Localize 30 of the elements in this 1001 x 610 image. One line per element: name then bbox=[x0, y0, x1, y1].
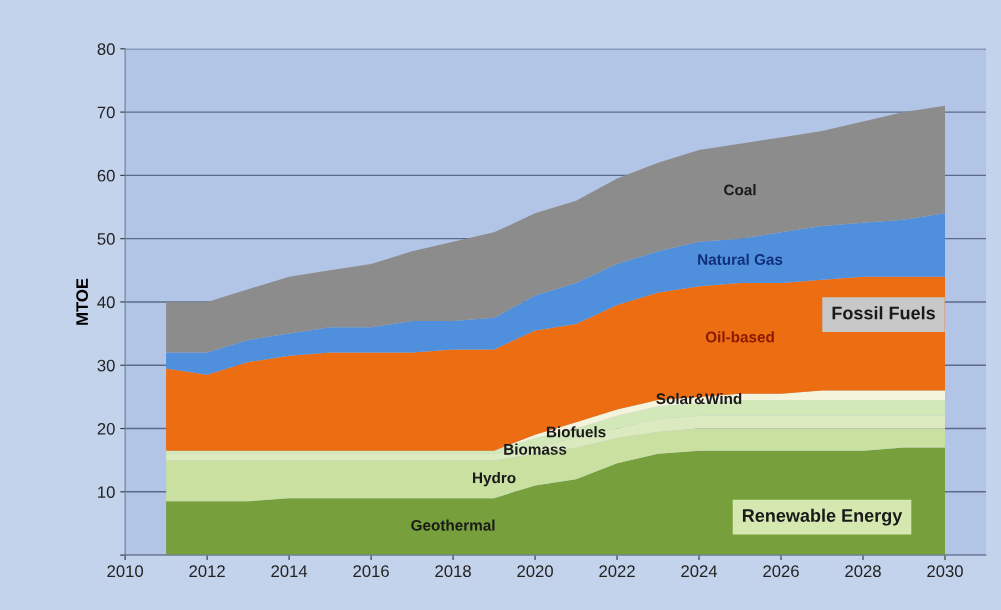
x-tick-label: 2016 bbox=[353, 565, 389, 578]
y-tick-label: 10 bbox=[98, 486, 115, 499]
series-label: Oil-based bbox=[705, 331, 774, 343]
series-label: Natural Gas bbox=[698, 253, 783, 265]
x-tick-label: 2024 bbox=[681, 565, 718, 578]
series-label: Hydro bbox=[473, 472, 516, 487]
x-tick-label: 2012 bbox=[189, 565, 225, 578]
x-tick-label: 2030 bbox=[927, 565, 963, 578]
y-tick-label: 50 bbox=[97, 233, 115, 245]
y-axis-title: MTOE bbox=[76, 278, 89, 325]
series-label: Solar&Wind bbox=[656, 392, 742, 405]
annotation: Fossil Fuels bbox=[832, 306, 935, 320]
y-tick-label: 20 bbox=[97, 422, 115, 435]
x-tick-label: 2010 bbox=[107, 565, 144, 578]
series-label: Biofuels bbox=[546, 426, 606, 438]
y-tick-label: 30 bbox=[97, 359, 115, 372]
x-tick-label: 2026 bbox=[763, 565, 799, 578]
series-label: Coal bbox=[724, 184, 756, 196]
series-label: Geothermal bbox=[411, 519, 495, 531]
x-tick-label: 2028 bbox=[845, 565, 881, 578]
y-tick-label: 80 bbox=[97, 43, 115, 55]
x-tick-label: 2020 bbox=[517, 565, 553, 578]
x-tick-label: 2014 bbox=[271, 565, 308, 578]
y-tick-label: 40 bbox=[97, 296, 115, 309]
y-tick-label: 70 bbox=[97, 106, 115, 119]
series-label: Biomass bbox=[504, 443, 567, 455]
annotation: Renewable Energy bbox=[742, 508, 903, 526]
y-tick-label: 60 bbox=[97, 169, 115, 182]
x-tick-label: 2018 bbox=[435, 565, 471, 578]
x-tick-label: 2022 bbox=[599, 565, 635, 578]
